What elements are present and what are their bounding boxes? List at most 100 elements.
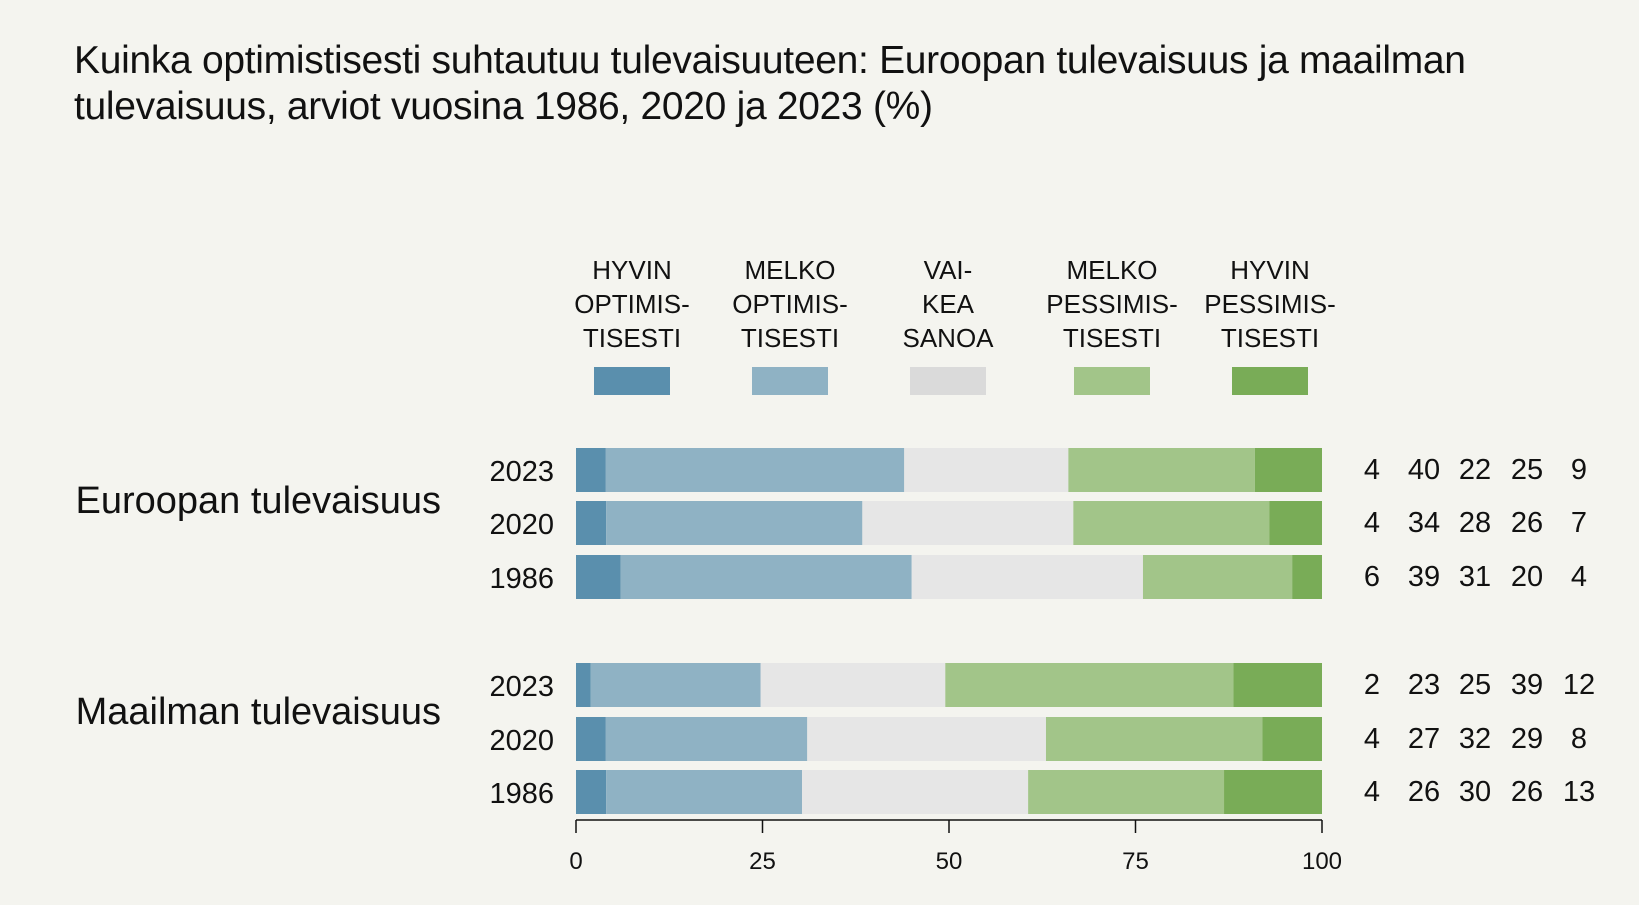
year-label: 1986 [489, 563, 554, 595]
legend-label-line: TISESTI [1221, 323, 1319, 353]
x-axis: 0 25 50 75 100 [569, 819, 1342, 875]
bar-row-1986: 1986 6 39 31 20 4 [489, 555, 1587, 599]
value-label-melko-pessimistisesti: 29 [1511, 723, 1543, 755]
bar-segment-melko-pessimistisesti [1068, 448, 1255, 492]
group-maailman-tulevaisuus: Maailman tulevaisuus 2023 2 23 25 39 12 2020 4 27… [76, 663, 1595, 814]
value-label-hyvin-optimistisesti: 4 [1364, 776, 1380, 808]
value-label-melko-pessimistisesti: 26 [1511, 507, 1543, 539]
value-label-vaikea-sanoa: 22 [1459, 454, 1491, 486]
legend-item-vaikea-sanoa: VAI- KEA SANOA [902, 255, 994, 395]
value-label-hyvin-pessimistisesti: 7 [1571, 507, 1587, 539]
legend-item-melko-optimistisesti: MELKO OPTIMIS- TISESTI [732, 255, 848, 395]
bar-segment-melko-optimistisesti [606, 501, 863, 545]
chart-title: Kuinka optimistisesti suhtautuu tulevais… [74, 39, 1466, 128]
x-tick-label: 100 [1302, 848, 1342, 875]
x-tick-label: 0 [569, 848, 582, 875]
bar-segment-hyvin-optimistisesti [576, 770, 607, 814]
group-label: Maailman tulevaisuus [76, 691, 441, 733]
bar-segment-hyvin-optimistisesti [576, 501, 607, 545]
bar-row-1986: 1986 4 26 30 26 13 [489, 770, 1595, 814]
bar-segment-hyvin-pessimistisesti [1224, 770, 1322, 814]
bar-segment-vaikea-sanoa [802, 770, 1029, 814]
legend-label-line: SANOA [902, 323, 994, 353]
bar-segment-melko-pessimistisesti [1073, 501, 1270, 545]
legend-label-line: MELKO [744, 255, 835, 285]
year-label: 1986 [489, 778, 554, 810]
bar-row-2023: 2023 2 23 25 39 12 [489, 663, 1595, 707]
value-label-vaikea-sanoa: 32 [1459, 723, 1491, 755]
value-label-hyvin-optimistisesti: 4 [1364, 454, 1380, 486]
bar-segment-melko-optimistisesti [605, 448, 905, 492]
legend-label-line: OPTIMIS- [732, 289, 848, 319]
value-label-melko-pessimistisesti: 26 [1511, 776, 1543, 808]
legend-label-line: HYVIN [1230, 255, 1309, 285]
bar-segment-vaikea-sanoa [807, 717, 1046, 761]
bar-segment-hyvin-optimistisesti [576, 448, 606, 492]
bar-row-2020: 2020 4 34 28 26 7 [489, 501, 1587, 545]
bar-segment-hyvin-pessimistisesti [1254, 448, 1322, 492]
bar-segment-vaikea-sanoa [911, 555, 1143, 599]
bar-segment-hyvin-optimistisesti [576, 717, 606, 761]
legend-swatch [594, 367, 670, 395]
bar-segment-melko-optimistisesti [590, 663, 761, 707]
value-label-hyvin-pessimistisesti: 8 [1571, 723, 1587, 755]
value-label-melko-optimistisesti: 27 [1408, 723, 1440, 755]
legend-swatch [1074, 367, 1150, 395]
legend-label-line: KEA [922, 289, 975, 319]
bar-segment-melko-pessimistisesti [1028, 770, 1225, 814]
bar-segment-hyvin-optimistisesti [576, 663, 591, 707]
value-label-melko-optimistisesti: 26 [1408, 776, 1440, 808]
legend-swatch [910, 367, 986, 395]
bar-segment-hyvin-pessimistisesti [1292, 555, 1322, 599]
x-tick-label: 75 [1122, 848, 1149, 875]
bar-segment-melko-optimistisesti [620, 555, 912, 599]
legend-item-hyvin-optimistisesti: HYVIN OPTIMIS- TISESTI [574, 255, 690, 395]
legend-item-hyvin-pessimistisesti: HYVIN PESSIMIS- TISESTI [1204, 255, 1336, 395]
legend-label-line: TISESTI [1063, 323, 1161, 353]
bar-segment-melko-pessimistisesti [1045, 717, 1263, 761]
value-label-hyvin-optimistisesti: 4 [1364, 723, 1380, 755]
value-label-melko-pessimistisesti: 25 [1511, 454, 1543, 486]
legend-swatch [752, 367, 828, 395]
value-label-vaikea-sanoa: 28 [1459, 507, 1491, 539]
value-label-hyvin-optimistisesti: 4 [1364, 507, 1380, 539]
legend-label-line: TISESTI [741, 323, 839, 353]
bar-segment-hyvin-pessimistisesti [1269, 501, 1322, 545]
bar-row-2023: 2023 4 40 22 25 9 [489, 448, 1587, 492]
value-label-vaikea-sanoa: 31 [1459, 561, 1491, 593]
value-label-hyvin-optimistisesti: 2 [1364, 669, 1380, 701]
legend-item-melko-pessimistisesti: MELKO PESSIMIS- TISESTI [1046, 255, 1178, 395]
legend-label-line: MELKO [1066, 255, 1157, 285]
year-label: 2020 [489, 509, 554, 541]
bar-segment-hyvin-optimistisesti [576, 555, 621, 599]
bar-segment-melko-pessimistisesti [945, 663, 1234, 707]
value-label-hyvin-pessimistisesti: 13 [1563, 776, 1595, 808]
value-label-melko-optimistisesti: 39 [1408, 561, 1440, 593]
legend-label-line: TISESTI [583, 323, 681, 353]
value-label-melko-pessimistisesti: 20 [1511, 561, 1543, 593]
legend-label-line: PESSIMIS- [1204, 289, 1335, 319]
x-tick-label: 25 [749, 848, 776, 875]
bar-segment-hyvin-pessimistisesti [1262, 717, 1322, 761]
value-label-hyvin-pessimistisesti: 9 [1571, 454, 1587, 486]
bar-row-2020: 2020 4 27 32 29 8 [489, 717, 1587, 761]
year-label: 2023 [489, 671, 554, 703]
legend-swatch [1232, 367, 1308, 395]
bar-segment-vaikea-sanoa [904, 448, 1069, 492]
bar-segment-vaikea-sanoa [760, 663, 946, 707]
bar-segment-hyvin-pessimistisesti [1233, 663, 1322, 707]
year-label: 2023 [489, 456, 554, 488]
value-label-hyvin-pessimistisesti: 12 [1563, 669, 1595, 701]
legend-label-line: PESSIMIS- [1046, 289, 1177, 319]
year-label: 2020 [489, 725, 554, 757]
bar-segment-vaikea-sanoa [862, 501, 1074, 545]
bar-segment-melko-pessimistisesti [1142, 555, 1293, 599]
bar-segment-melko-optimistisesti [605, 717, 808, 761]
value-label-hyvin-pessimistisesti: 4 [1571, 561, 1587, 593]
legend: HYVIN OPTIMIS- TISESTI MELKO OPTIMIS- TISESTI… [574, 255, 1336, 395]
legend-label-line: VAI- [924, 255, 973, 285]
value-label-melko-optimistisesti: 23 [1408, 669, 1440, 701]
